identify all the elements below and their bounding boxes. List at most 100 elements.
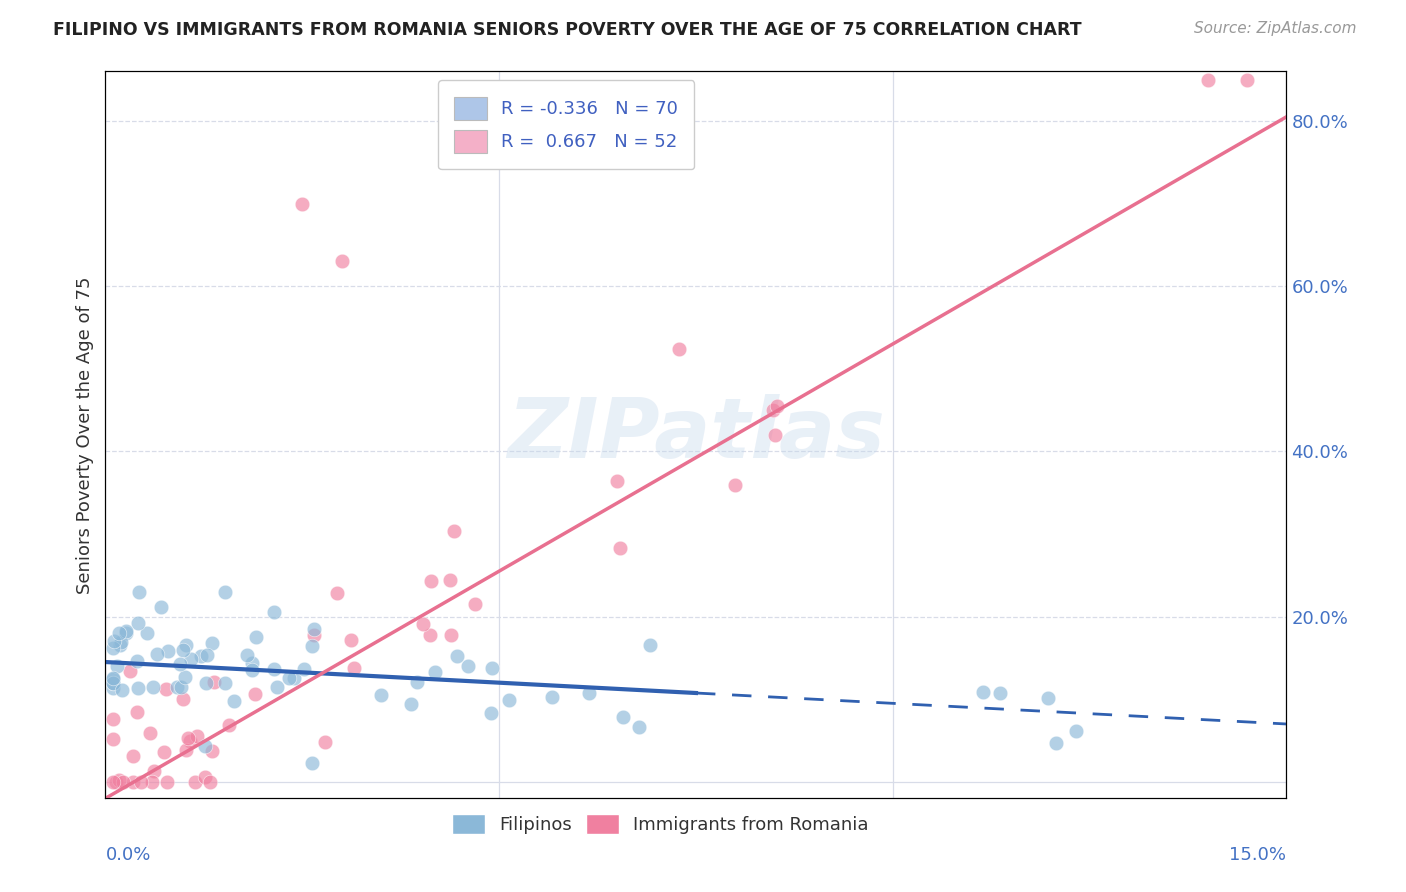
Point (128, 585, 150, 599)
Point (125, 655, 148, 669)
Point (479, 706, 502, 720)
Point (173, 670, 195, 684)
Point (104, 774, 127, 789)
Point (609, 541, 631, 555)
Point (108, 638, 131, 652)
Point (202, 674, 225, 689)
Point (195, 675, 218, 690)
Point (640, 638, 662, 652)
Point (443, 524, 465, 538)
Point (1064, 723, 1087, 738)
Point (464, 597, 486, 611)
Point (190, 648, 212, 663)
Point (578, 686, 600, 700)
Point (200, 744, 222, 758)
Point (103, 732, 125, 747)
Point (291, 196, 314, 211)
Point (440, 628, 463, 642)
Point (115, 624, 138, 639)
Point (145, 648, 167, 662)
Point (172, 691, 194, 706)
Point (111, 683, 134, 698)
Point (214, 585, 236, 599)
Point (724, 477, 747, 491)
Point (606, 474, 628, 488)
Point (420, 574, 443, 588)
Point (103, 774, 125, 789)
Point (301, 756, 323, 770)
Point (972, 685, 994, 699)
Point (198, 774, 221, 789)
Point (172, 643, 194, 657)
Point (236, 648, 259, 662)
Point (180, 652, 202, 666)
Point (1038, 691, 1060, 706)
Point (446, 648, 468, 663)
Point (122, 774, 145, 789)
Legend: Filipinos, Immigrants from Romania: Filipinos, Immigrants from Romania (446, 806, 876, 842)
Point (763, 427, 786, 442)
Point (103, 672, 125, 686)
Point (129, 774, 152, 789)
Point (1236, 72, 1258, 87)
Point (240, 657, 263, 671)
Point (457, 658, 479, 673)
Text: 0.0%: 0.0% (105, 847, 150, 864)
Point (243, 687, 266, 701)
Point (183, 774, 205, 789)
Point (481, 661, 503, 675)
Point (330, 254, 353, 268)
Point (1197, 72, 1219, 87)
Point (114, 626, 136, 640)
Point (339, 632, 361, 647)
Point (201, 636, 224, 650)
Point (1045, 736, 1067, 750)
Point (186, 730, 208, 744)
Point (136, 626, 159, 640)
Point (152, 745, 174, 759)
Point (423, 665, 446, 679)
Point (498, 692, 520, 706)
Point (325, 586, 347, 600)
Point (127, 681, 149, 695)
Point (439, 573, 461, 587)
Point (103, 634, 125, 648)
Point (195, 648, 218, 662)
Point (105, 658, 128, 673)
Point (222, 694, 245, 708)
Point (277, 671, 299, 685)
Point (121, 748, 143, 763)
Point (343, 661, 366, 675)
Point (612, 710, 634, 724)
Point (292, 662, 315, 676)
Point (103, 640, 125, 655)
Point (668, 342, 690, 356)
Point (304, 627, 326, 641)
Y-axis label: Seniors Poverty Over the Age of 75: Seniors Poverty Over the Age of 75 (76, 277, 94, 593)
Point (142, 680, 165, 694)
Text: ZIPatlas: ZIPatlas (508, 394, 884, 475)
Point (218, 718, 240, 732)
Point (304, 622, 326, 636)
Point (103, 712, 125, 726)
Point (419, 628, 441, 642)
Text: FILIPINO VS IMMIGRANTS FROM ROMANIA SENIORS POVERTY OVER THE AGE OF 75 CORRELATI: FILIPINO VS IMMIGRANTS FROM ROMANIA SENI… (53, 21, 1083, 39)
Point (108, 625, 131, 640)
Point (174, 743, 197, 757)
Point (245, 630, 267, 644)
Point (314, 735, 336, 749)
Point (214, 675, 236, 690)
Point (194, 739, 217, 753)
Point (263, 605, 285, 619)
Point (118, 665, 141, 679)
Point (627, 720, 650, 734)
Point (143, 764, 166, 778)
Point (125, 705, 148, 719)
Point (766, 400, 789, 414)
Point (139, 726, 162, 740)
Point (370, 688, 392, 702)
Point (263, 663, 285, 677)
Point (179, 734, 201, 748)
Point (170, 680, 193, 694)
Point (540, 690, 562, 705)
